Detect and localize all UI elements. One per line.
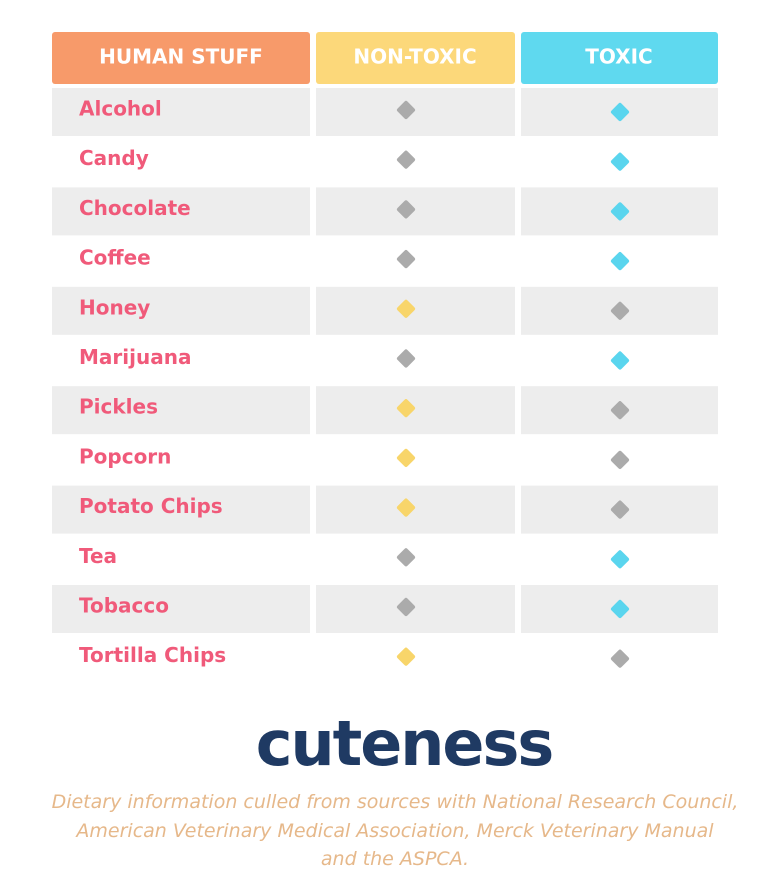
header-cell [521,32,718,84]
item-label: Pickles [79,395,158,419]
diamond [396,597,416,617]
diamond [396,349,416,368]
diamond [610,252,630,271]
diamond [610,550,630,569]
footer-line: American Veterinary Medical Association,… [74,820,714,842]
row-cell [52,187,310,236]
diamond [396,250,416,269]
row-cell [316,386,515,435]
item-label: Honey [79,295,150,319]
row-cell [316,585,515,633]
item-label: Marijuana [79,345,191,369]
footer-line: and the ASPCA. [321,848,469,870]
row-cell [52,286,310,335]
header-label: NON-TOXIC [353,45,476,69]
diamond [610,649,630,668]
row-cell [52,386,310,435]
item-label: Alcohol [79,97,162,121]
diamond [396,150,416,169]
diamond [610,450,630,469]
row-cell [316,187,515,236]
item-label: Popcorn [79,444,171,468]
logo: cuteness [256,707,553,780]
diamond [610,202,630,221]
item-label: Chocolate [79,196,191,220]
row-cell [316,88,515,136]
item-label: Potato Chips [79,494,223,518]
diamond [610,351,630,370]
diamond [396,498,416,517]
row-cell [316,286,515,335]
row-cell [316,485,515,534]
diamond [396,100,416,120]
item-label: Coffee [79,246,151,270]
row-cell [52,585,310,633]
table-body: Alcohol Candy Chocolate Coffee Honey Marijuan… [52,88,718,668]
diamond [396,548,416,567]
diamond [610,102,630,122]
diamond [396,399,416,418]
header-cell [52,32,310,84]
diamond [610,401,630,420]
diamond [396,647,416,666]
diamond [610,599,630,619]
header-cell [316,32,515,84]
row-cell [52,88,310,136]
diamond [396,448,416,467]
item-label: Tobacco [79,594,169,618]
diamond [396,200,416,219]
diamond [610,152,630,171]
diamond [610,301,630,320]
item-label: Tortilla Chips [79,643,226,667]
header-label: HUMAN STUFF [99,45,263,69]
row-cell [52,485,310,534]
diamond [396,299,416,318]
item-label: Candy [79,146,149,170]
diamond [610,500,630,519]
item-label: Tea [79,544,117,568]
header-label: TOXIC [585,45,652,69]
footer-line: Dietary information culled from sources … [52,791,739,813]
